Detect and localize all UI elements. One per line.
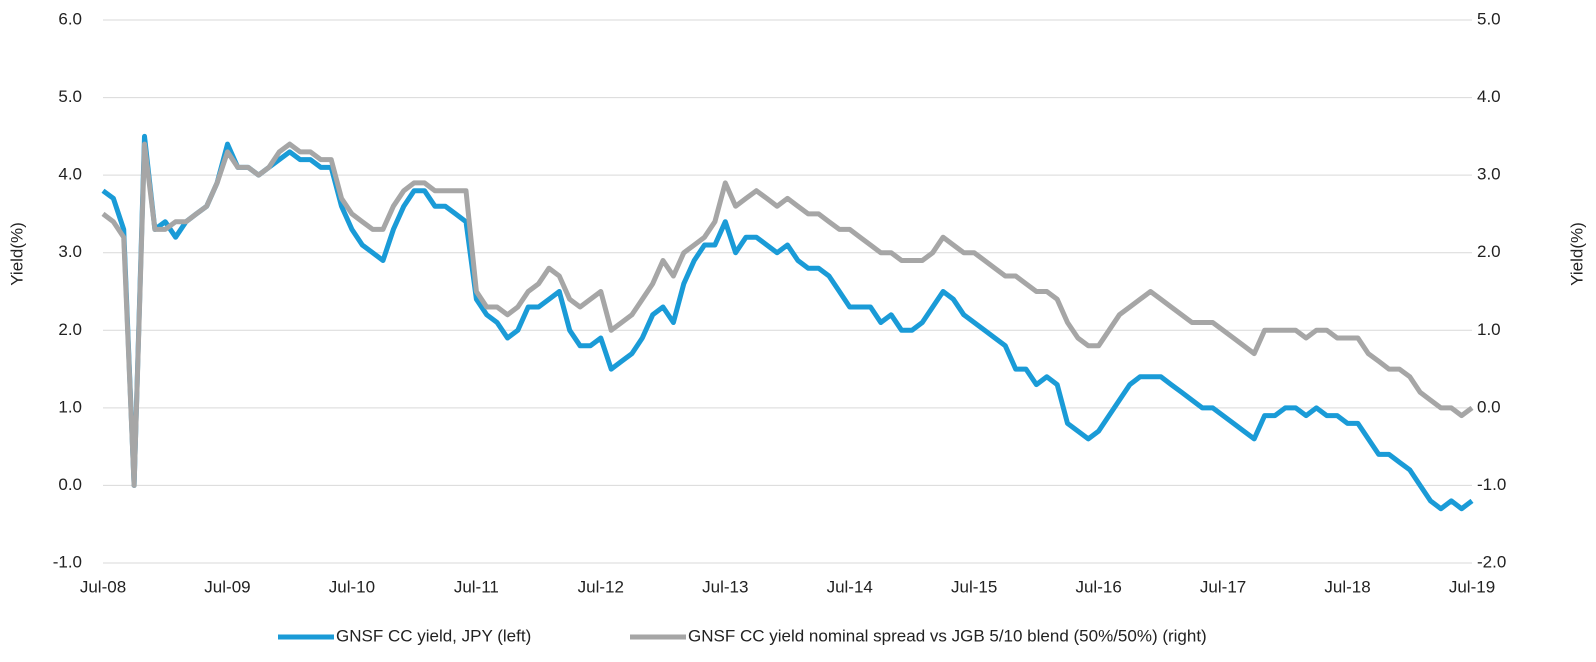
y2-tick-label: 3.0 (1477, 165, 1501, 184)
y2-tick-label: 1.0 (1477, 320, 1501, 339)
series-line (101, 141, 1474, 488)
x-tick-label: Jul-13 (702, 577, 748, 596)
y2-tick-label: 0.0 (1477, 397, 1501, 416)
y2-tick-label: -1.0 (1477, 475, 1506, 494)
y-tick-label: 3.0 (58, 242, 82, 261)
y-tick-label: 1.0 (58, 397, 82, 416)
y2-tick-label: -2.0 (1477, 552, 1506, 571)
y2-tick-label: 2.0 (1477, 242, 1501, 261)
y-tick-label: 6.0 (58, 9, 82, 28)
legend-label: GNSF CC yield, JPY (left) (336, 626, 531, 645)
y2-tick-label: 5.0 (1477, 9, 1501, 28)
y-tick-label: 5.0 (58, 87, 82, 106)
x-tick-label: Jul-18 (1324, 577, 1370, 596)
x-tick-label: Jul-09 (204, 577, 250, 596)
x-tick-label: Jul-17 (1200, 577, 1246, 596)
y-tick-label: 0.0 (58, 475, 82, 494)
y-tick-label: 4.0 (58, 165, 82, 184)
x-tick-label: Jul-11 (454, 577, 499, 596)
y2-tick-label: 4.0 (1477, 87, 1501, 106)
x-tick-label: Jul-14 (827, 577, 873, 596)
x-tick-label: Jul-08 (80, 577, 126, 596)
x-tick-label: Jul-16 (1075, 577, 1121, 596)
x-tick-label: Jul-10 (329, 577, 375, 596)
x-tick-label: Jul-15 (951, 577, 997, 596)
y-axis-title: Yield(%) (7, 222, 26, 286)
legend-label: GNSF CC yield nominal spread vs JGB 5/10… (688, 626, 1207, 645)
y-tick-label: 2.0 (58, 320, 82, 339)
series-line (101, 133, 1474, 512)
x-tick-label: Jul-12 (578, 577, 624, 596)
x-tick-label: Jul-19 (1449, 577, 1495, 596)
y2-axis-title: Yield(%) (1567, 222, 1586, 286)
y-tick-label: -1.0 (53, 552, 82, 571)
